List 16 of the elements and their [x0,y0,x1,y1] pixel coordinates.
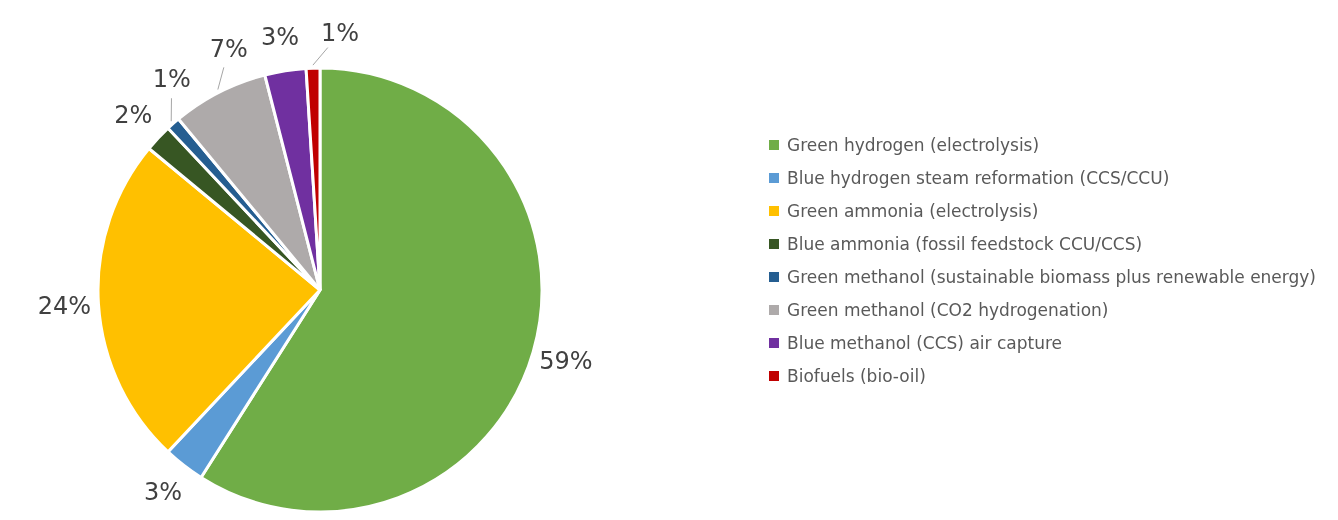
data-label: 59% [539,347,593,376]
data-label: 24% [37,292,92,321]
data-label: 1% [320,19,359,48]
legend-label: Green methanol (sustainable biomass plus renewable energy) [787,266,1316,287]
data-label: 7% [209,35,248,64]
legend-label: Biofuels (bio-oil) [787,365,926,386]
legend-label: Blue hydrogen steam reformation (CCS/CCU) [787,167,1170,188]
data-label: 1% [152,65,191,94]
legend-label: Green methanol (CO2 hydrogenation) [787,299,1109,320]
legend-label: Blue ammonia (fossil feedstock CCU/CCS) [787,233,1143,254]
data-label: 2% [114,100,153,129]
legend-label: Green hydrogen (electrolysis) [787,134,1040,155]
data-label: 3% [260,23,299,52]
data-label: 3% [144,478,183,507]
legend-label: Blue methanol (CCS) air capture [787,332,1063,353]
legend-label: Green ammonia (electrolysis) [787,200,1039,221]
